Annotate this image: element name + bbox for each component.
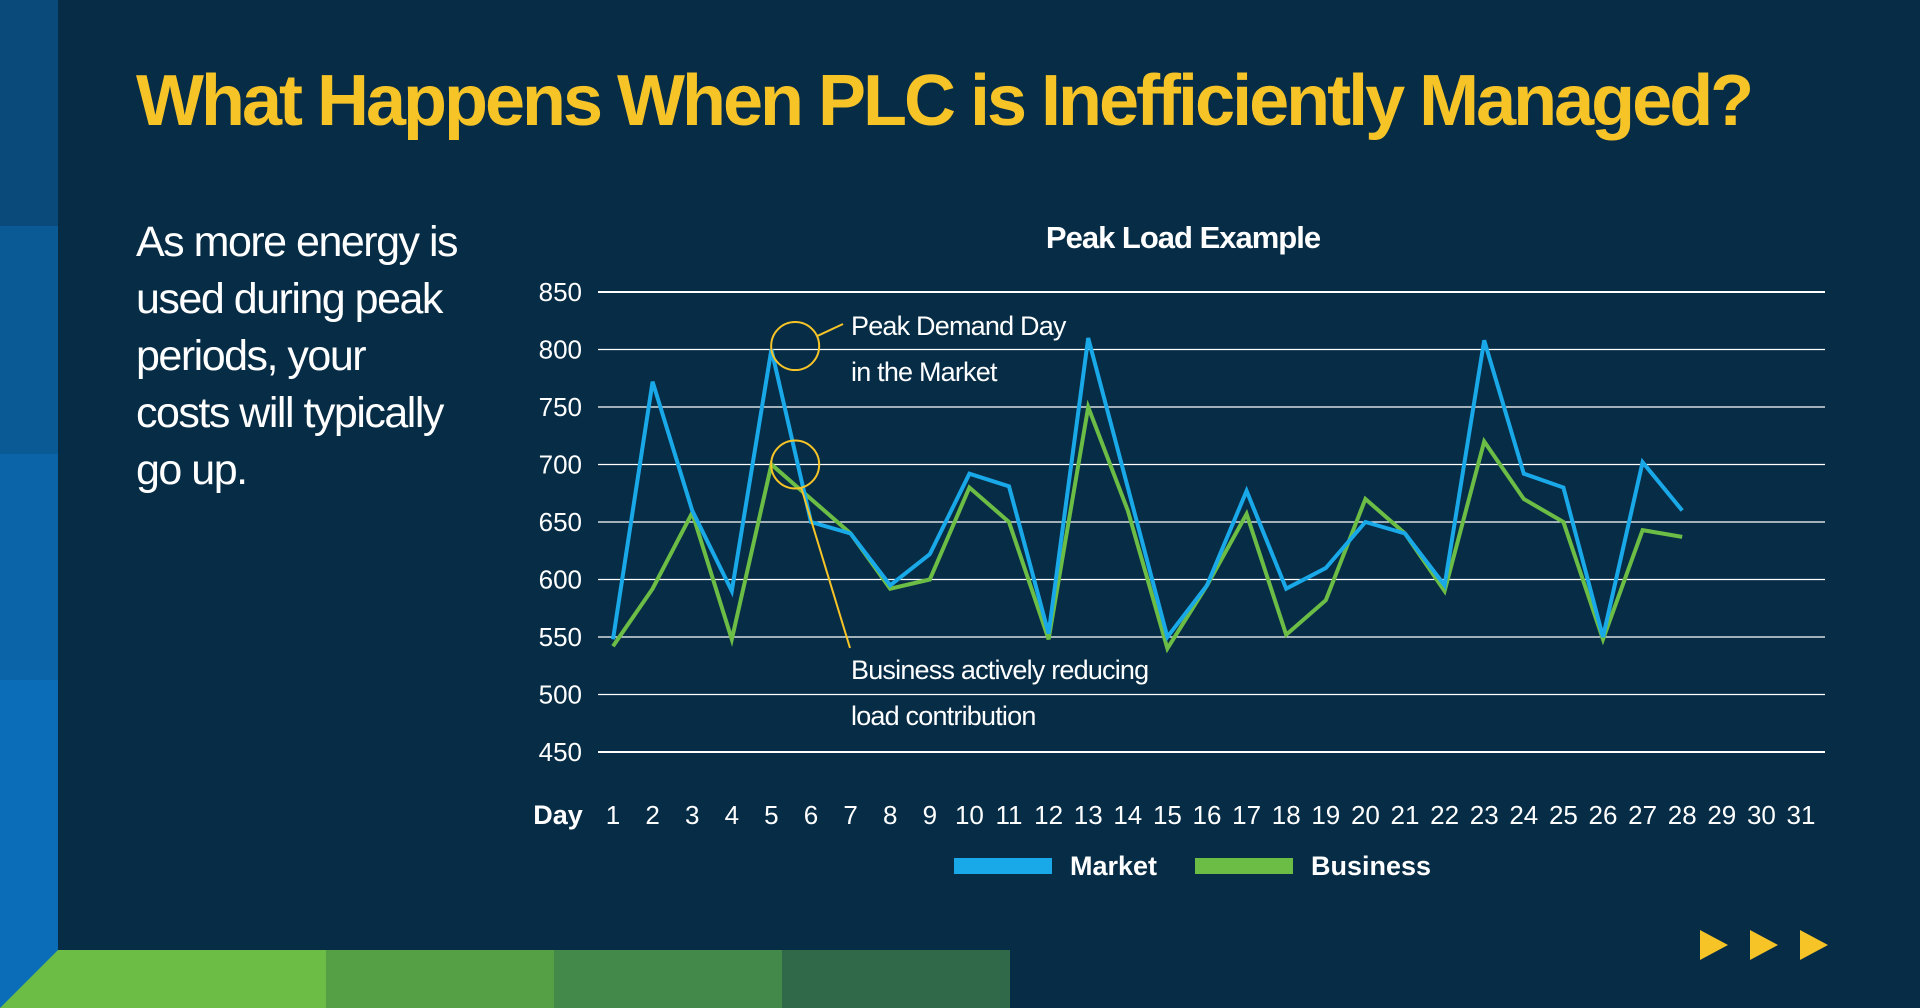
x-tick-label: 23 <box>1470 800 1499 830</box>
y-tick-label: 700 <box>539 450 582 480</box>
x-tick-label: 24 <box>1509 800 1538 830</box>
x-tick-label: 20 <box>1351 800 1380 830</box>
series-business-line <box>611 399 1683 654</box>
y-tick-label: 550 <box>539 622 582 652</box>
legend: Market Business <box>954 851 1431 881</box>
grid-lines <box>598 291 1825 753</box>
annotation-reduce-circle <box>770 439 821 490</box>
annotation-peak-leader <box>816 323 844 337</box>
legend-market-swatch <box>954 858 1052 874</box>
x-tick-label: 22 <box>1430 800 1459 830</box>
x-tick-label: 27 <box>1628 800 1657 830</box>
x-tick-label: 17 <box>1232 800 1261 830</box>
x-tick-label: 4 <box>725 800 739 830</box>
y-tick-label: 450 <box>539 737 582 767</box>
y-tick-label: 850 <box>539 277 582 307</box>
series-market-line <box>611 337 1684 642</box>
x-tick-label: 18 <box>1272 800 1301 830</box>
x-tick-label: 10 <box>955 800 984 830</box>
annotation-reduce-leader <box>800 487 851 649</box>
x-axis-label: Day <box>533 800 583 830</box>
chart-title: Peak Load Example <box>1046 220 1321 255</box>
legend-market-label: Market <box>1070 851 1157 881</box>
bottom-decor-band <box>0 950 1010 1008</box>
x-tick-label: 19 <box>1311 800 1340 830</box>
y-tick-label: 800 <box>539 335 582 365</box>
x-tick-label: 7 <box>843 800 857 830</box>
x-tick-label: 13 <box>1074 800 1103 830</box>
x-tick-label: 30 <box>1747 800 1776 830</box>
x-tick-label: 14 <box>1113 800 1142 830</box>
x-tick-label: 9 <box>923 800 937 830</box>
y-tick-label: 750 <box>539 392 582 422</box>
x-tick-label: 1 <box>606 800 620 830</box>
x-tick-label: 12 <box>1034 800 1063 830</box>
left-decor-band <box>0 0 58 1008</box>
x-tick-label: 15 <box>1153 800 1182 830</box>
legend-business-label: Business <box>1311 851 1431 881</box>
annotation-reduce-line1: Business actively reducing <box>851 655 1148 685</box>
x-tick-label: 16 <box>1193 800 1222 830</box>
x-tick-label: 25 <box>1549 800 1578 830</box>
legend-business-swatch <box>1195 858 1293 874</box>
y-axis-ticks: 850 800 750 700 650 600 550 500 450 <box>539 277 582 767</box>
x-tick-label: 29 <box>1707 800 1736 830</box>
arrow-right-icon <box>1750 930 1778 960</box>
next-arrows <box>1700 930 1828 960</box>
annotation-peak-line2: in the Market <box>851 357 998 387</box>
x-tick-label: 26 <box>1589 800 1618 830</box>
y-tick-label: 650 <box>539 507 582 537</box>
x-tick-label: 5 <box>764 800 778 830</box>
x-tick-label: 11 <box>996 800 1023 830</box>
x-tick-label: 31 <box>1787 800 1816 830</box>
x-tick-label: 8 <box>883 800 897 830</box>
annotation-reduce-line2: load contribution <box>851 701 1036 731</box>
x-tick-label: 2 <box>645 800 659 830</box>
annotation-peak-line1: Peak Demand Day <box>851 311 1067 341</box>
side-description: As more energy is used during peak perio… <box>136 218 459 494</box>
x-tick-label: 21 <box>1391 800 1420 830</box>
annotation-peak-circle <box>770 321 821 372</box>
arrow-right-icon <box>1800 930 1828 960</box>
y-tick-label: 500 <box>539 680 582 710</box>
x-tick-label: 6 <box>804 800 818 830</box>
annotations: Peak Demand Day in the Market Business a… <box>770 311 1149 731</box>
arrow-right-icon <box>1700 930 1728 960</box>
peak-load-chart: Peak Load Example 850 800 750 700 650 600 550 5… <box>533 220 1825 881</box>
series-lines <box>611 337 1684 654</box>
x-tick-label: 28 <box>1668 800 1697 830</box>
page-title: What Happens When PLC is Inefficiently M… <box>136 61 1754 141</box>
y-tick-label: 600 <box>539 565 582 595</box>
x-tick-label: 3 <box>685 800 699 830</box>
x-axis-ticks: Day 1 2 3 4 5 6 7 8 9 10 11 12 13 14 15 16 17 18 19 20 21 22 2… <box>533 800 1815 830</box>
